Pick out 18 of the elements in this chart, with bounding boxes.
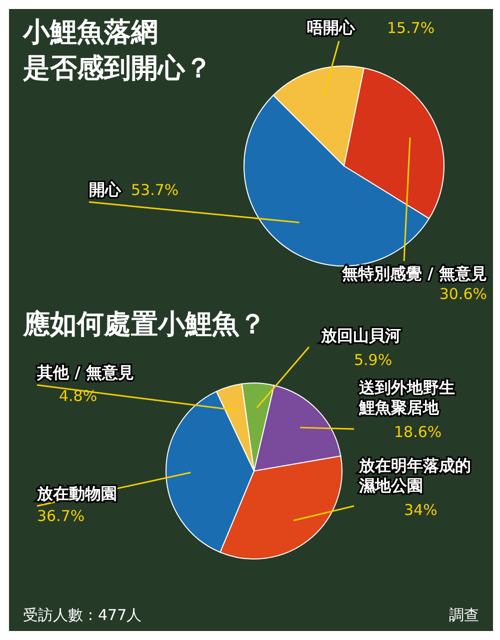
data-label: 34% [404, 501, 438, 519]
data-label: 30.6% [439, 285, 487, 303]
slice-label: 無特別感覺 / 無意見 [341, 264, 487, 283]
slice-label: 開心 [89, 180, 122, 199]
slice-label: 唔開心 [307, 18, 356, 37]
slice-label: 其他 / 無意見 [36, 363, 134, 382]
data-label: 36.7% [37, 507, 85, 525]
slice-label: 送到外地野生鯉魚聚居地 [358, 378, 455, 417]
chart-title: 應如何處置小鯉魚？ [23, 308, 266, 342]
data-label: 53.7% [131, 181, 179, 199]
data-label: 15.7% [387, 19, 435, 37]
text: 小鯉魚落網是否感到開心？ [23, 16, 212, 86]
text: 受訪人數：477人 [23, 606, 142, 625]
text: 調查 [449, 606, 479, 625]
data-label: 18.6% [394, 423, 442, 441]
slice-label: 放在明年落成的濕地公園 [358, 456, 471, 495]
data-label: 5.9% [354, 351, 392, 369]
slice-label: 放回山貝河 [320, 326, 401, 345]
